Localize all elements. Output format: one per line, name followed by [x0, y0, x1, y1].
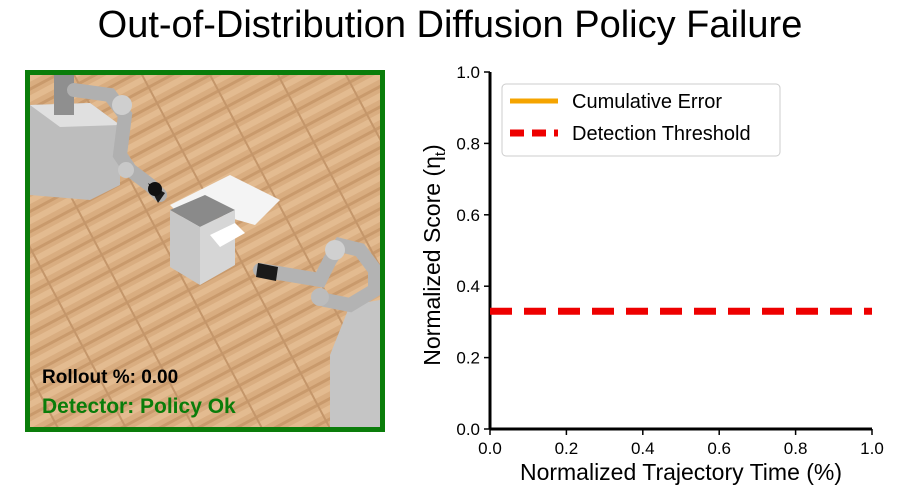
- legend-label-cumulative-error: Cumulative Error: [572, 91, 722, 113]
- y-tick-label: 0.0: [456, 420, 480, 439]
- x-tick-label: 0.8: [784, 439, 808, 458]
- y-tick-label: 0.4: [456, 277, 480, 296]
- robot-left: [30, 75, 167, 203]
- x-tick-labels: 0.0 0.2 0.4 0.6 0.8 1.0: [478, 429, 884, 458]
- robot-right: [253, 237, 380, 427]
- x-tick-label: 1.0: [860, 439, 884, 458]
- simulation-render: [30, 75, 380, 427]
- y-tick-label: 0.6: [456, 206, 480, 225]
- rollout-label: Rollout %: 0.00: [42, 367, 179, 388]
- legend-label-detection-threshold: Detection Threshold: [572, 123, 751, 145]
- chart-title: Out-of-Distribution Diffusion Policy Fai…: [97, 4, 803, 46]
- chart-axes: [488, 72, 872, 431]
- legend-box: [501, 83, 781, 157]
- y-axis-title-close: ): [419, 144, 445, 152]
- x-axis-title: Normalized Trajectory Time (%): [520, 459, 842, 485]
- x-tick-label: 0.4: [631, 439, 655, 458]
- chart-legend: Cumulative Error Detection Threshold: [501, 83, 781, 157]
- y-axis-title-main: Normalized Score (η: [419, 156, 445, 366]
- detector-status: Detector: Policy Ok: [42, 395, 236, 418]
- box-object: [170, 175, 280, 285]
- x-tick-label: 0.6: [707, 439, 731, 458]
- y-axis-title: Normalized Score (ηt): [419, 144, 449, 365]
- score-chart: 0.0 0.2 0.4 0.6 0.8 1.0 0.0 0.2 0.4 0.6 0.8 1.0 No…: [419, 63, 884, 485]
- y-tick-labels: 0.0 0.2 0.4 0.6 0.8 1.0: [456, 63, 490, 439]
- y-tick-label: 1.0: [456, 63, 480, 82]
- y-tick-label: 0.8: [456, 134, 480, 153]
- x-tick-label: 0.0: [478, 439, 502, 458]
- simulation-view: Rollout %: 0.00 Detector: Policy Ok: [25, 70, 385, 432]
- x-tick-label: 0.2: [555, 439, 579, 458]
- y-tick-label: 0.2: [456, 349, 480, 368]
- y-axis-title-subscript: t: [432, 151, 449, 156]
